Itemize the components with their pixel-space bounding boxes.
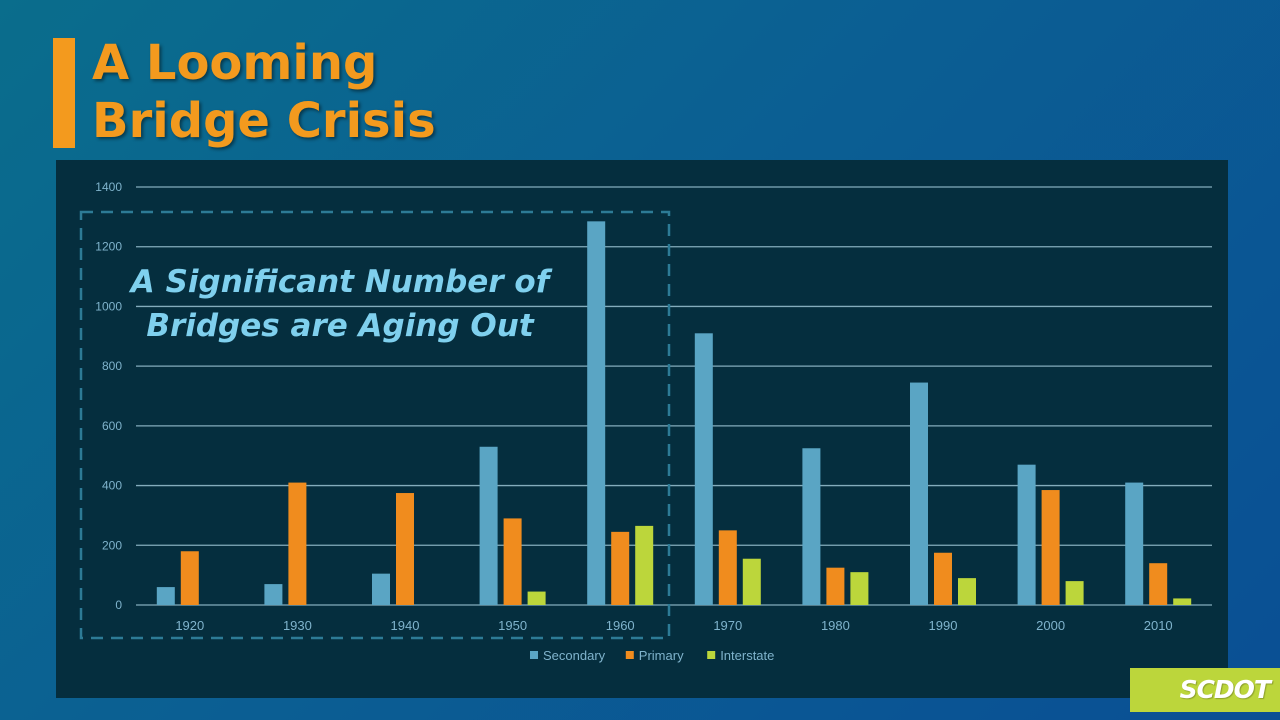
bar-interstate-1960 [635,525,654,605]
bar-primary-1940 [396,493,414,605]
annotation-dashed-box [79,210,671,640]
bar-interstate-2000 [1065,581,1084,605]
y-tick-label: 0 [115,598,122,612]
bar-primary-1990 [934,552,952,605]
title-accent-bar [53,38,75,148]
bar-primary-1960 [611,531,630,605]
bar-interstate-1950 [527,591,546,605]
bar-interstate-1990 [958,578,976,605]
slide-title: A Looming Bridge Crisis [92,35,436,149]
scdot-logo: SCDOT [1130,668,1280,712]
x-tick-label: 1980 [821,618,850,633]
bar-secondary-1940 [372,573,390,605]
x-tick-label: 1920 [175,618,204,633]
annotation-text-line: A Significant Number of [128,264,553,300]
bar-interstate-1980 [850,572,869,605]
bar-primary-2000 [1041,490,1060,605]
y-tick-label: 1000 [95,299,122,313]
bar-secondary-1920 [156,587,175,605]
x-tick-label: 1950 [498,618,527,633]
legend-label-secondary: Secondary [543,648,606,663]
x-tick-label: 1990 [929,618,958,633]
legend-swatch-primary [625,651,634,659]
bar-secondary-1960 [587,221,606,606]
bar-secondary-1930 [264,584,283,605]
legend-label-primary: Primary [639,648,684,663]
y-tick-label: 1400 [95,180,122,194]
bar-primary-2010 [1149,563,1168,605]
bar-secondary-2000 [1017,464,1036,605]
legend-swatch-interstate [707,651,716,659]
bar-secondary-1990 [910,382,928,605]
legend-label-interstate: Interstate [720,648,774,663]
bar-chart: 0 200 400 600 800 1000 1200 1400 1920 1930 1940 195… [79,180,1212,663]
x-tick-label: 1940 [391,618,420,633]
x-tick-label: 2010 [1144,618,1173,633]
legend-swatch-secondary [530,651,538,659]
x-tick-label: 1970 [713,618,742,633]
y-tick-label: 200 [102,538,122,552]
logo-text: SCDOT [1179,675,1271,704]
y-tick-label: 600 [102,419,122,433]
bar-interstate-1970 [742,558,761,605]
y-tick-label: 800 [102,359,122,373]
x-tick-label: 1960 [606,618,635,633]
bar-primary-1920 [180,551,199,605]
annotation-text-line: Bridges are Aging Out [146,308,534,344]
x-tick-label: 2000 [1036,618,1065,633]
bar-primary-1980 [826,567,845,605]
bar-secondary-1970 [694,333,713,605]
y-tick-label: 1200 [95,240,122,254]
bar-secondary-2010 [1125,482,1144,605]
x-tick-label: 1930 [283,618,312,633]
bar-primary-1930 [288,482,307,605]
bar-secondary-1950 [479,446,498,605]
chart-panel: 0 200 400 600 800 1000 1200 1400 1920 1930 1940 195… [56,160,1228,698]
bar-secondary-1980 [802,448,821,605]
bar-interstate-2010 [1173,598,1192,605]
bar-primary-1950 [503,518,522,605]
y-tick-label: 400 [102,479,122,493]
bar-primary-1970 [718,530,737,605]
